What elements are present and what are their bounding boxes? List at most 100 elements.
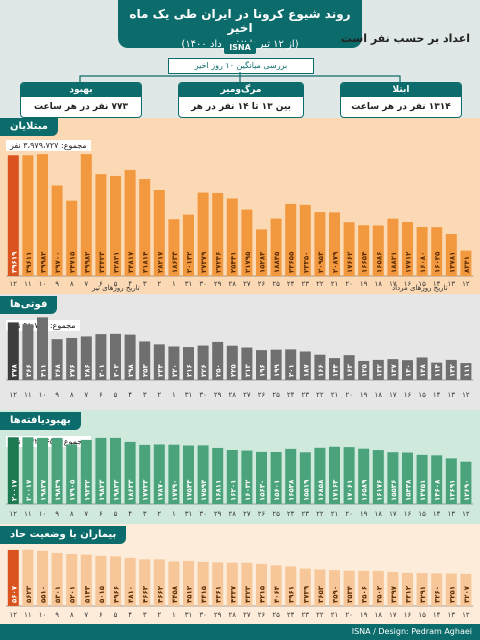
bar-value-label: ۱۳۷۸۱ <box>448 252 456 273</box>
x-tick-label: ۳ <box>143 611 147 619</box>
bar-value-label: ۲۰۸۷۹ <box>332 251 340 273</box>
bar <box>314 447 326 504</box>
bar <box>37 550 48 606</box>
bar <box>285 566 297 606</box>
bar-value-label: ۳۵۰۲ <box>375 585 383 603</box>
bar-value-label: ۱۸۸۴۵ <box>273 251 281 273</box>
x-tick-label: ۷ <box>84 280 88 288</box>
x-tick-label: ۶ <box>99 391 103 399</box>
bar <box>372 225 384 276</box>
bar-value-label: ۱۷۹۰۵ <box>69 479 77 501</box>
footer-credit: ISNA / Design: Pedram Aghaei <box>351 627 472 636</box>
bar-value-label: ۳۹۹۸۲ <box>83 251 91 273</box>
x-tick-label: ۲۶ <box>258 510 266 518</box>
bar-value-label: ۱۶۵۳۸ <box>288 479 296 501</box>
bar <box>343 222 355 276</box>
bar-value-label: ۳۶۶ <box>25 364 33 377</box>
bar-value-label: ۵۲۰۱ <box>69 586 77 603</box>
x-tick-label: ۲۳ <box>302 611 310 619</box>
bar <box>110 556 121 606</box>
bar <box>197 192 209 276</box>
bar <box>402 452 413 504</box>
bar <box>402 572 413 606</box>
bar <box>256 451 267 504</box>
x-tick-label: ۱۲ <box>10 510 18 518</box>
bar-value-label: ۱۷۷۳۳ <box>142 479 150 501</box>
bar-value-label: ۳۵۰۶ <box>361 586 369 603</box>
x-tick-label: ۳ <box>143 280 147 288</box>
x-tick-label: ۲ <box>157 611 161 619</box>
x-tick-label: ۲۱ <box>331 611 339 619</box>
page-title: روند شیوع کرونا در ایران طی یک ماه اخیر <box>129 7 351 35</box>
bar <box>358 360 370 380</box>
bar <box>212 341 224 380</box>
bar <box>66 337 78 380</box>
x-tick-label: ۲ <box>157 510 161 518</box>
bar-value-label: ۲۲۰ <box>171 364 179 377</box>
x-tick-label: ۳۱ <box>185 611 193 619</box>
bar-value-label: ۱۳۰ <box>405 364 413 377</box>
bar <box>241 450 253 504</box>
bar-value-label: ۱۴۷۵۱ <box>419 480 427 501</box>
bar <box>95 437 107 504</box>
bar <box>241 347 253 380</box>
death-stat-title: مرگ‌ومیر <box>179 83 303 97</box>
bar-value-label: ۱۸۶۳۳ <box>127 479 135 501</box>
bar-value-label: ۴۸۱۰ <box>127 586 135 603</box>
x-tick-label: ۲۷ <box>243 611 251 619</box>
bar <box>66 200 78 276</box>
bar <box>95 555 107 606</box>
x-tick-label: ۱۹ <box>360 611 368 619</box>
x-tick-label: ۲۰ <box>345 280 353 288</box>
bar-value-label: ۲۳۶۵۵ <box>288 251 296 273</box>
x-tick-label: ۵ <box>114 391 118 399</box>
bar <box>460 363 472 380</box>
bar-value-label: ۱۸۷ <box>302 363 310 377</box>
x-tick-label: ۹ <box>55 510 59 518</box>
bar <box>445 234 457 276</box>
bar-value-label: ۱۱۱ <box>463 364 471 377</box>
bar-value-label: ۳۳۹۷ <box>390 585 398 603</box>
x-tick-label: ۳۰ <box>199 280 207 288</box>
bar-value-label: ۱۶۱۷۶ <box>375 480 383 501</box>
x-tick-label: ۱۲ <box>462 280 470 288</box>
bar-value-label: ۱۶۸۱۱ <box>215 480 223 501</box>
bar <box>7 155 19 276</box>
bar <box>285 349 297 380</box>
x-tick-label: ۱۱ <box>24 280 32 288</box>
bar-value-label: ۱۵۵۱۹ <box>302 479 310 501</box>
bar <box>37 317 48 380</box>
x-tick-label: ۲۲ <box>316 611 324 619</box>
x-tick-label: ۹ <box>55 611 59 619</box>
bar-value-label: ۲۱۷۹۵ <box>244 251 252 273</box>
bar <box>212 447 224 504</box>
x-tick-label: ۲۵ <box>272 391 280 399</box>
bar-value-label: ۳۹۹۸۲ <box>40 251 48 273</box>
bar <box>445 458 457 504</box>
bar-value-label: ۲۷۲۴۶ <box>215 252 223 273</box>
bar <box>387 572 399 606</box>
bar <box>183 347 194 380</box>
bar-value-label: ۱۷۱۶۳ <box>332 479 340 501</box>
bar-value-label: ۴۴۱۵ <box>200 585 208 603</box>
bar <box>168 346 180 380</box>
bar-value-label: ۱۳۶۹۱ <box>448 480 456 501</box>
x-tick-label: ۱۵ <box>418 280 426 288</box>
x-tick-label: ۲۵ <box>272 611 280 619</box>
bar-value-label: ۱۷۷۱۲ <box>405 251 413 273</box>
bar <box>139 179 151 276</box>
infection-stat-card: ابتلا ۱۳۱۴ نفر در هر ساعت <box>340 82 462 118</box>
bar-value-label: ۱۴۶۰۸ <box>434 479 442 501</box>
bar-value-label: ۱۳۷ <box>390 363 398 377</box>
x-tick-label: ۲۲ <box>316 510 324 518</box>
x-tick-label: ۲۶ <box>258 611 266 619</box>
x-tick-label: ۱۵ <box>418 510 426 518</box>
bar <box>110 333 121 380</box>
x-tick-label: ۱۹ <box>360 280 368 288</box>
bar <box>80 154 92 276</box>
x-tick-label: ۱ <box>172 391 176 399</box>
bar-value-label: ۵۰۱۵ <box>98 585 106 603</box>
bar-value-label: ۸۳۴۱ <box>463 256 471 273</box>
bar-value-label: ۱۷۵۹۴ <box>200 479 208 501</box>
bar-value-label: ۱۸۶۳۳ <box>171 251 179 273</box>
